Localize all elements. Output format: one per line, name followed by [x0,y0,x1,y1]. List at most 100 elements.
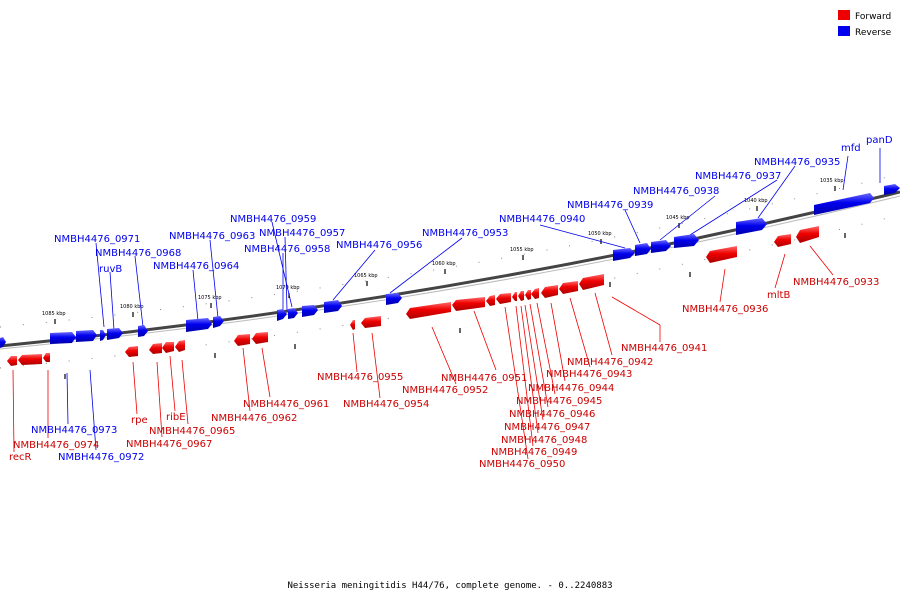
gene-label[interactable]: NMBH4476_0954 [343,399,429,410]
gene-label[interactable]: NMBH4476_0967 [126,439,212,450]
gene-nmbh4476-0943[interactable] [559,281,578,294]
gene-edge-left[interactable] [0,337,6,348]
gene-label[interactable]: NMBH4476_0941 [621,343,707,354]
gene-nmbh4476-0947[interactable] [525,290,531,300]
gene-label[interactable]: NMBH4476_0950 [479,459,565,470]
gene-label[interactable]: NMBH4476_0946 [509,409,595,420]
scale-ticks: 1085 kbp 1080 kbp 1075 kbp 1070 kbp 1065… [42,178,846,379]
gene-nmbh4476-0935[interactable] [736,218,767,235]
gene-label[interactable]: NMBH4476_0953 [422,228,508,239]
gene-label[interactable]: NMBH4476_0942 [567,357,653,368]
gene-label[interactable]: panD [866,135,893,146]
gene-nmbh4476-0942[interactable] [579,274,604,290]
gene-label[interactable]: rpe [131,415,148,426]
gene-nmbh4476-0950[interactable] [512,292,517,301]
gene-nmbh4476-0967[interactable] [149,343,162,354]
gene-label[interactable]: NMBH4476_0938 [633,186,719,197]
gene-label[interactable]: NMBH4476_0961 [243,399,329,410]
legend-reverse-swatch [838,26,850,36]
legend-forward-swatch [838,10,850,20]
gene-nmbh4476-0954[interactable] [361,316,381,328]
gene-nmbh4476-0940[interactable] [613,248,635,261]
gene-label[interactable]: NMBH4476_0973 [31,425,117,436]
gene-nmbh4476-0971[interactable] [100,330,106,341]
gene-label[interactable]: NMBH4476_0972 [58,452,144,463]
gene-nmbh4476-0954-block[interactable] [406,302,451,319]
gene-nmbh4476-0963[interactable] [213,316,224,328]
gene-label[interactable]: NMBH4476_0951 [441,373,527,384]
gene-label[interactable]: NMBH4476_0952 [402,385,488,396]
gene-label[interactable]: mfd [841,143,861,154]
gene-label[interactable]: NMBH4476_0974 [13,440,99,451]
gene-label[interactable]: NMBH4476_0957 [259,228,345,239]
gene-label[interactable]: NMBH4476_0933 [793,277,879,288]
legend-forward-label: Forward [855,12,891,22]
tick-label: 1075 kbp [198,295,222,301]
gene-label[interactable]: NMBH4476_0971 [54,234,140,245]
forward-labels: NMBH4476_0933 mltB NMBH4476_0936 NMBH447… [9,277,879,470]
gene-mfd[interactable] [814,193,874,215]
gene-label[interactable]: NMBH4476_0937 [695,171,781,182]
gene-nmbh4476-0973[interactable] [50,332,76,344]
gene-nmbh4476-0938[interactable] [651,240,671,253]
tick-label: 1045 kbp [666,215,690,221]
gene-nmbh4476-0956[interactable] [324,300,342,313]
gene-nmbh4476-0949[interactable] [496,293,511,304]
gene-nmbh4476-0953[interactable] [386,293,402,305]
gene-nmbh4476-0937[interactable] [674,234,699,248]
gene-label[interactable]: ruvB [99,264,122,275]
gene-label[interactable]: NMBH4476_0959 [230,214,316,225]
gene-label[interactable]: NMBH4476_0945 [516,396,602,407]
gene-nmbh4476-0958[interactable] [277,309,287,321]
gene-label[interactable]: NMBH4476_0958 [244,244,330,255]
gene-rpe[interactable] [125,346,138,357]
gene-ribe[interactable] [162,342,174,353]
gene-label[interactable]: NMBH4476_0936 [682,304,768,315]
gene-mltb[interactable] [774,234,791,247]
gene-label[interactable]: NMBH4476_0962 [211,413,297,424]
gene-label[interactable]: NMBH4476_0947 [504,422,590,433]
backbone-shadow [0,195,900,350]
gene-label[interactable]: NMBH4476_0956 [336,240,422,251]
gene-label[interactable]: NMBH4476_0955 [317,372,403,383]
gene-nmbh4476-0939[interactable] [635,243,651,256]
gene-nmbh4476-0933[interactable] [796,226,819,243]
tick-label: 1040 kbp [744,198,768,204]
gene-label[interactable]: NMBH4476_0948 [501,435,587,446]
gene-nmbh4476-0936[interactable] [706,246,737,263]
gene-label[interactable]: NMBH4476_0940 [499,214,585,225]
forward-genes [7,226,819,366]
gene-pand[interactable] [884,184,900,195]
tick-label: 1065 kbp [354,273,378,279]
gene-ruvb[interactable] [107,328,123,340]
gene-label[interactable]: NMBH4476_0943 [546,369,632,380]
gene-nmbh4476-0952[interactable] [452,297,485,311]
gene-nmbh4476-0968[interactable] [138,325,148,337]
gene-label[interactable]: NMBH4476_0965 [149,426,235,437]
gene-nmbh4476-0957[interactable] [302,305,318,317]
gene-nmbh4476-0962[interactable] [252,332,268,344]
gene-label[interactable]: NMBH4476_0968 [95,248,181,259]
gene-nmbh4476-0951[interactable] [486,295,495,306]
gene-nmbh4476-0945[interactable] [531,288,539,299]
gene-nmbh4476-0961[interactable] [234,334,250,346]
gene-label[interactable]: NMBH4476_0935 [754,157,840,168]
gene-recr[interactable] [7,356,17,366]
gene-label[interactable]: mltB [767,290,790,301]
gene-nmbh4476-0964[interactable] [186,318,212,332]
gene-label[interactable]: NMBH4476_0964 [153,261,239,272]
gene-nmbh4476-0974[interactable] [43,353,50,362]
gene-label[interactable]: ribE [166,412,186,423]
gene-nmbh4476-0955[interactable] [350,320,355,330]
gene-label[interactable]: NMBH4476_0949 [491,447,577,458]
gene-reca-block[interactable] [18,354,42,365]
gene-label[interactable]: NMBH4476_0963 [169,231,255,242]
gene-label[interactable]: recR [9,452,32,463]
gene-label[interactable]: NMBH4476_0944 [528,383,614,394]
gene-nmbh4476-0944[interactable] [541,285,558,298]
gene-nmbh4476-0948[interactable] [518,291,524,301]
gene-label[interactable]: NMBH4476_0939 [567,200,653,211]
gene-nmbh4476-0965[interactable] [175,340,185,352]
gene-nmbh4476-0972[interactable] [76,330,97,342]
gene-nmbh4476-0959[interactable] [288,308,298,319]
